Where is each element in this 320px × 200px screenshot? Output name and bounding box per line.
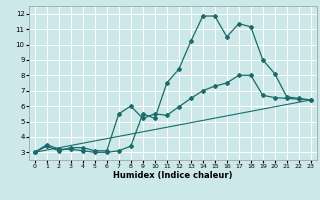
X-axis label: Humidex (Indice chaleur): Humidex (Indice chaleur) xyxy=(113,171,233,180)
